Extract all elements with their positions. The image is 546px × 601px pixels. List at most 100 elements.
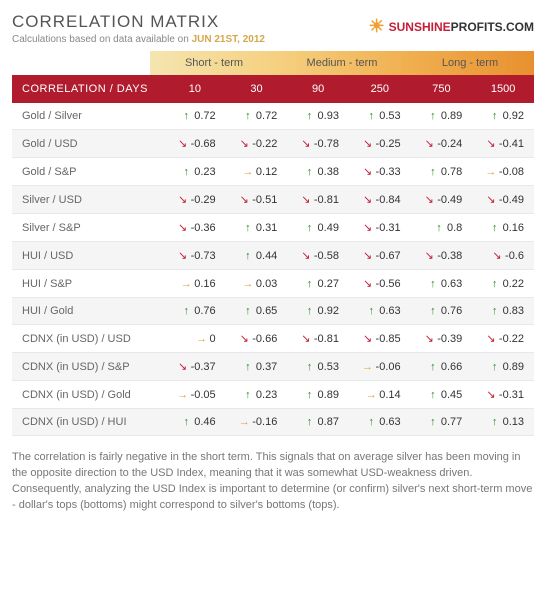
correlation-table: CORRELATION / DAYS 1030902507501500 Gold… <box>12 75 534 436</box>
correlation-value: 0.92 <box>503 110 524 122</box>
correlation-value: -0.16 <box>252 416 277 428</box>
value-cell: ↑0.89 <box>411 103 473 130</box>
value-cell: →0.16 <box>164 270 226 298</box>
correlation-value: -0.22 <box>252 138 277 150</box>
value-cell: ↘-0.6 <box>472 242 534 270</box>
trend-arrow-icon: ↘ <box>177 193 189 206</box>
trend-arrow-icon: ↑ <box>304 305 316 317</box>
table-row: CDNX (in USD) / Gold→-0.05↑0.23↑0.89→0.1… <box>12 381 534 409</box>
value-cell: ↘-0.81 <box>287 186 349 214</box>
value-cell: ↑0.63 <box>411 270 473 298</box>
value-cell: ↘-0.78 <box>287 130 349 158</box>
row-label: Gold / S&P <box>12 158 164 186</box>
value-cell: ↑0.65 <box>226 298 288 325</box>
value-cell: ↑0.23 <box>164 158 226 186</box>
column-header: 10 <box>164 75 226 103</box>
trend-arrow-icon: → <box>177 389 189 401</box>
sun-icon: ☀ <box>369 16 385 37</box>
value-cell: ↑0.89 <box>287 381 349 409</box>
logo-text-2: PROFITS.COM <box>451 20 534 34</box>
correlation-value: 0.38 <box>318 166 339 178</box>
correlation-value: -0.31 <box>376 222 401 234</box>
trend-arrow-icon: ↑ <box>427 110 439 122</box>
trend-arrow-icon: ↘ <box>238 332 250 345</box>
value-cell: ↘-0.41 <box>472 130 534 158</box>
value-cell: ↑0.8 <box>411 214 473 242</box>
table-row: Gold / USD↘-0.68↘-0.22↘-0.78↘-0.25↘-0.24… <box>12 130 534 158</box>
trend-arrow-icon: ↘ <box>238 137 250 150</box>
column-header: 250 <box>349 75 411 103</box>
value-cell: ↘-0.36 <box>164 214 226 242</box>
trend-arrow-icon: ↑ <box>427 278 439 290</box>
correlation-value: 0.63 <box>379 416 400 428</box>
trend-arrow-icon: ↑ <box>304 278 316 290</box>
row-label: HUI / S&P <box>12 270 164 298</box>
row-label: HUI / USD <box>12 242 164 270</box>
value-cell: →0.03 <box>226 270 288 298</box>
correlation-value: 0.14 <box>379 389 400 401</box>
trend-arrow-icon: ↑ <box>242 361 254 373</box>
trend-arrow-icon: → <box>242 166 254 178</box>
trend-arrow-icon: ↑ <box>365 305 377 317</box>
value-cell: ↘-0.85 <box>349 325 411 353</box>
correlation-value: -0.31 <box>499 389 524 401</box>
trend-arrow-icon: ↘ <box>423 193 435 206</box>
correlation-value: 0.37 <box>256 361 277 373</box>
value-cell: ↘-0.51 <box>226 186 288 214</box>
value-cell: ↑0.53 <box>349 103 411 130</box>
term-header-row: Short - termMedium - termLong - term <box>12 51 534 75</box>
column-header-row: CORRELATION / DAYS 1030902507501500 <box>12 75 534 103</box>
correlation-value: 0.63 <box>379 305 400 317</box>
trend-arrow-icon: ↘ <box>362 249 374 262</box>
value-cell: ↑0.92 <box>472 103 534 130</box>
correlation-value: -0.68 <box>191 138 216 150</box>
correlation-value: 0.72 <box>256 110 277 122</box>
column-header: 30 <box>226 75 288 103</box>
trend-arrow-icon: ↑ <box>427 166 439 178</box>
correlation-value: -0.73 <box>191 250 216 262</box>
value-cell: ↑0.27 <box>287 270 349 298</box>
correlation-value: -0.78 <box>314 138 339 150</box>
value-cell: ↘-0.29 <box>164 186 226 214</box>
table-row: CDNX (in USD) / S&P↘-0.37↑0.37↑0.53→-0.0… <box>12 353 534 381</box>
value-cell: ↘-0.58 <box>287 242 349 270</box>
value-cell: →-0.05 <box>164 381 226 409</box>
trend-arrow-icon: ↑ <box>427 361 439 373</box>
value-cell: ↘-0.56 <box>349 270 411 298</box>
value-cell: →-0.16 <box>226 409 288 436</box>
trend-arrow-icon: ↘ <box>362 221 374 234</box>
value-cell: ↑0.89 <box>472 353 534 381</box>
correlation-value: 0.03 <box>256 278 277 290</box>
correlation-value: 0.22 <box>503 278 524 290</box>
value-cell: ↑0.66 <box>411 353 473 381</box>
correlation-value: 0.53 <box>379 110 400 122</box>
correlation-value: 0.89 <box>441 110 462 122</box>
correlation-value: -0.49 <box>499 194 524 206</box>
value-cell: ↑0.78 <box>411 158 473 186</box>
trend-arrow-icon: ↘ <box>238 193 250 206</box>
value-cell: ↑0.72 <box>164 103 226 130</box>
value-cell: ↘-0.73 <box>164 242 226 270</box>
value-cell: →-0.06 <box>349 353 411 381</box>
value-cell: ↘-0.39 <box>411 325 473 353</box>
correlation-value: 0.78 <box>441 166 462 178</box>
subtitle-text: Calculations based on data available on <box>12 34 189 45</box>
correlation-value: 0.31 <box>256 222 277 234</box>
correlation-value: -0.37 <box>191 361 216 373</box>
correlation-value: -0.39 <box>437 333 462 345</box>
title-block: CORRELATION MATRIX Calculations based on… <box>12 12 265 45</box>
row-label: Silver / S&P <box>12 214 164 242</box>
trend-arrow-icon: ↑ <box>489 110 501 122</box>
row-label: Silver / USD <box>12 186 164 214</box>
trend-arrow-icon: ↑ <box>180 305 192 317</box>
value-cell: ↑0.92 <box>287 298 349 325</box>
trend-arrow-icon: ↑ <box>489 305 501 317</box>
correlation-value: -0.84 <box>376 194 401 206</box>
term-label: Long - term <box>406 51 534 75</box>
subtitle-date: JUN 21ST, 2012 <box>192 34 265 45</box>
value-cell: ↑0.76 <box>411 298 473 325</box>
trend-arrow-icon: ↑ <box>427 305 439 317</box>
value-cell: ↘-0.22 <box>226 130 288 158</box>
trend-arrow-icon: ↘ <box>300 332 312 345</box>
value-cell: ↘-0.22 <box>472 325 534 353</box>
